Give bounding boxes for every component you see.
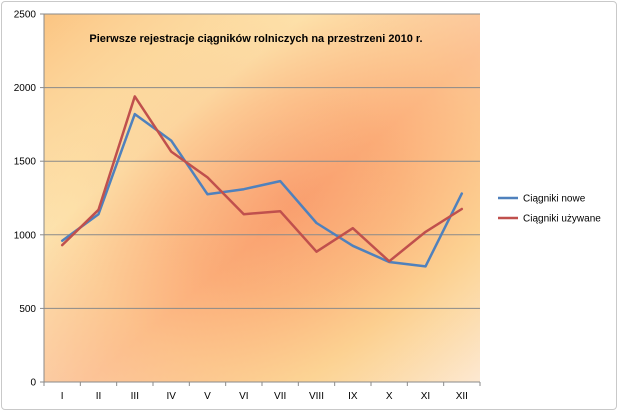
series-lines — [60, 95, 464, 268]
legend-label: Ciągniki nowe — [523, 194, 586, 205]
gridlines — [44, 13, 480, 309]
y-tick-label: 500 — [19, 304, 36, 315]
y-tick-label: 2500 — [14, 10, 37, 21]
y-tick-label: 0 — [30, 378, 36, 389]
x-tick-label: III — [131, 391, 139, 402]
x-tick-label: X — [386, 391, 393, 402]
x-tick-label: VIII — [309, 391, 324, 402]
series-line-1 — [60, 112, 464, 268]
legend: Ciągniki nowe Ciągniki używane — [498, 194, 601, 225]
x-tick-label: II — [96, 391, 102, 402]
y-tick-label: 1000 — [14, 230, 37, 241]
y-axis-ticks: 0 500 1000 1500 2000 2500 — [14, 10, 44, 389]
y-tick-label: 2000 — [14, 83, 37, 94]
x-tick-label: XI — [421, 391, 430, 402]
x-axis-ticks: I II III IV V VI VII VIII IX X XI XII — [43, 382, 481, 402]
x-tick-label: V — [204, 391, 211, 402]
x-tick-label: XII — [456, 391, 468, 402]
x-tick-label: IV — [166, 391, 176, 402]
x-tick-label: I — [61, 391, 64, 402]
y-tick-label: 1500 — [14, 157, 37, 168]
series-line-2 — [60, 95, 464, 263]
plot-background — [44, 14, 480, 382]
legend-label: Ciągniki używane — [523, 214, 601, 225]
chart-title: Pierwsze rejestracje ciągników rolniczyc… — [89, 33, 422, 45]
x-tick-label: VI — [239, 391, 248, 402]
x-tick-label: VII — [274, 391, 286, 402]
x-tick-label: IX — [348, 391, 358, 402]
